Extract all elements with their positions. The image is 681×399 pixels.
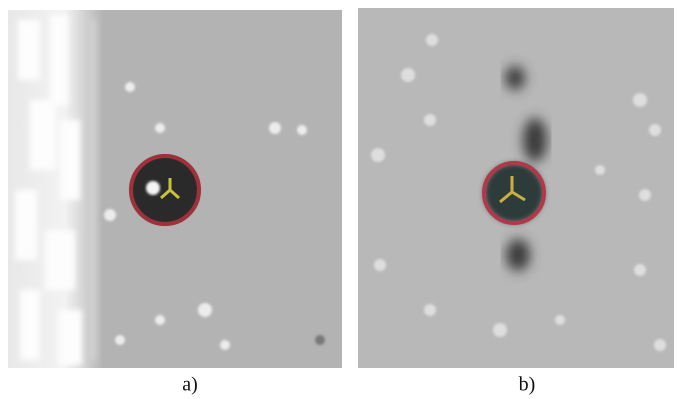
panel-label: a) [182, 374, 198, 396]
figure: a) b) [0, 0, 681, 399]
panel-label: b) [519, 374, 536, 396]
image-b [358, 8, 674, 368]
particle-a [131, 156, 199, 224]
image-a [8, 10, 342, 368]
page: a) b) (() => { const data = JSON.parse(d… [0, 0, 681, 399]
particle-b [484, 163, 544, 223]
